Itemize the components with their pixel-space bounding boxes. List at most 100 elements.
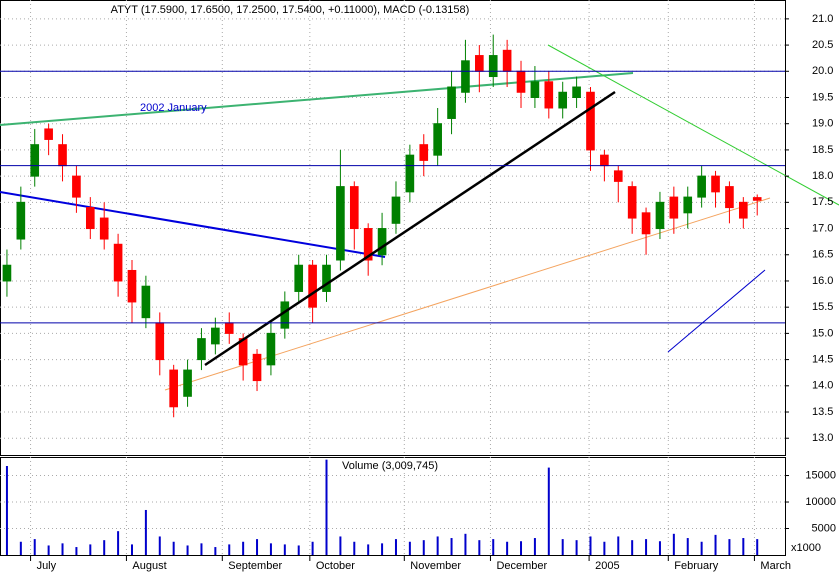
volume-bar <box>130 544 133 555</box>
volume-bar <box>686 538 689 555</box>
y-tick-label: 16.5 <box>812 249 833 261</box>
candle-body <box>502 49 512 72</box>
candle-body <box>461 60 470 93</box>
volume-bar <box>575 540 578 555</box>
volume-bar <box>242 541 245 555</box>
volume-bar <box>478 540 481 555</box>
x-tick-label: March <box>760 560 791 572</box>
y-tick-label: 5000 <box>812 522 836 534</box>
volume-bar <box>144 509 147 555</box>
volume-panel <box>0 457 786 556</box>
volume-bar <box>89 544 92 555</box>
candle-body <box>363 228 373 261</box>
annotation: 2002 January <box>140 102 207 114</box>
candle-body <box>99 217 109 240</box>
candle-body <box>377 228 387 256</box>
candle-body <box>558 91 568 109</box>
volume-bar <box>714 534 717 555</box>
trendline <box>0 72 634 126</box>
volume-bar <box>339 536 342 555</box>
candle-body <box>683 196 693 214</box>
volume-bar <box>645 539 648 555</box>
candle-body <box>44 128 53 140</box>
y-tick-label: 17.5 <box>812 196 833 208</box>
candle-body <box>30 144 40 177</box>
y-tick-label: 10000 <box>805 496 836 508</box>
candles <box>2 34 762 418</box>
y-tick-label: 21.0 <box>812 13 833 25</box>
candle-body <box>127 269 137 303</box>
volume-bar <box>381 543 384 555</box>
candle-body <box>419 144 429 161</box>
candle-body <box>72 175 81 198</box>
grid <box>0 0 785 555</box>
candle-body <box>16 201 26 240</box>
volume-bar <box>186 545 189 555</box>
volume-unit: x1000 <box>791 542 821 554</box>
x-tick-label: 2005 <box>595 560 619 572</box>
volume-bar <box>311 541 314 555</box>
candle-body <box>711 175 720 193</box>
volume-bar <box>631 540 634 555</box>
volume-bar <box>700 541 703 555</box>
candle-body <box>155 322 165 361</box>
candle-body <box>447 86 456 119</box>
y-tick-label: 15.0 <box>812 327 833 339</box>
candle-body <box>266 332 276 366</box>
volume-bar <box>756 539 759 555</box>
candle-body <box>475 55 484 72</box>
volume-bar <box>5 466 8 555</box>
candle-body <box>391 196 401 224</box>
volume-bar <box>394 539 397 555</box>
volume-bar <box>19 541 22 555</box>
y-tick-label: 15000 <box>805 469 836 481</box>
volume-bar <box>742 538 745 555</box>
trendline <box>0 191 386 258</box>
x-tick-label: December <box>496 560 547 572</box>
volume-bar <box>492 539 495 555</box>
volume-bar <box>117 531 120 555</box>
chart-title: ATYT (17.5900, 17.6500, 17.2500, 17.5400… <box>111 4 470 16</box>
volume-bar <box>297 545 300 555</box>
volume-bar <box>61 543 64 555</box>
candle-body <box>627 186 637 219</box>
candle-body <box>141 285 151 319</box>
candle-body <box>252 353 262 382</box>
y-tick-label: 19.5 <box>812 91 833 103</box>
volume-bar <box>547 467 550 555</box>
candle-body <box>322 264 331 292</box>
y-tick-label: 16.0 <box>812 275 833 287</box>
trendline <box>204 90 616 367</box>
volume-bar <box>464 533 467 555</box>
candle-body <box>2 264 12 282</box>
volume-bar <box>367 544 370 555</box>
y-tick-label: 19.0 <box>812 118 833 130</box>
candle-body <box>488 55 498 78</box>
volume-bar <box>450 538 453 555</box>
candle-body <box>586 91 595 151</box>
x-tick-label: September <box>228 560 282 572</box>
candle-body <box>516 70 526 93</box>
candle-body <box>183 369 192 397</box>
candle-body <box>752 197 762 201</box>
x-tick-label: October <box>316 560 355 572</box>
candle-body <box>85 207 95 230</box>
volume-bar <box>617 536 620 555</box>
candle-body <box>572 86 581 98</box>
volume-bar <box>75 547 78 555</box>
y-tick-label: 14.0 <box>812 380 833 392</box>
volume-bar <box>269 543 272 555</box>
volume-bar <box>200 543 203 555</box>
candle-body <box>655 201 665 230</box>
candle-body <box>224 322 234 334</box>
y-tick-label: 18.0 <box>812 170 833 182</box>
volume-bar <box>533 538 536 555</box>
candle-body <box>544 81 554 109</box>
volume-bar <box>353 541 356 555</box>
volume-bar <box>33 539 36 555</box>
trendline <box>164 197 771 391</box>
volume-bar <box>283 544 286 555</box>
volume-bar <box>172 541 175 555</box>
volume-bar <box>672 533 675 555</box>
x-tick-label: February <box>674 560 719 572</box>
